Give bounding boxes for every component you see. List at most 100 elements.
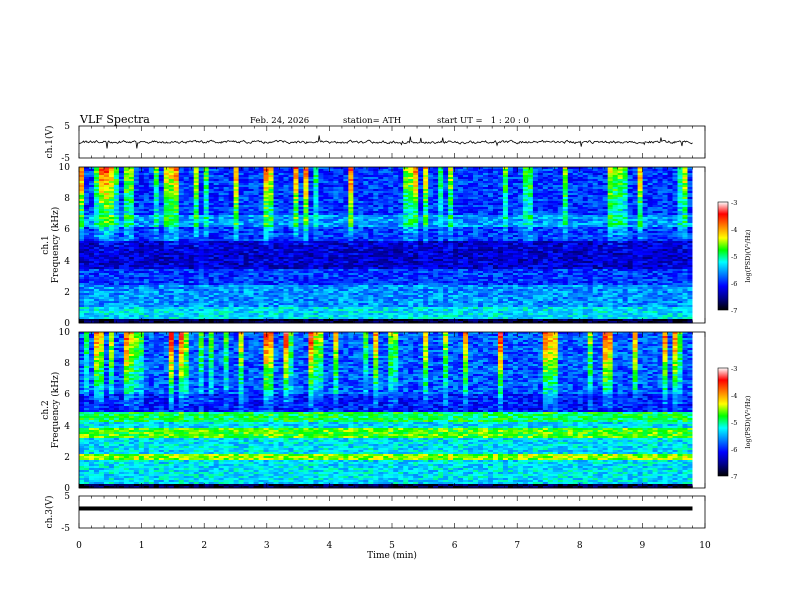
spec1-cell — [358, 203, 364, 206]
spec1-cell — [458, 175, 464, 178]
spec1-cell — [622, 173, 629, 176]
spec1-cell — [213, 191, 220, 194]
spec1-cell — [153, 169, 160, 172]
spec1-cell — [547, 205, 554, 208]
spec1-cell — [228, 203, 235, 206]
spec1-cell — [123, 191, 130, 194]
spec1-cell — [148, 199, 155, 202]
spec1-cell — [582, 181, 589, 184]
spec1-cell — [333, 195, 339, 198]
spec1-cell — [448, 199, 454, 202]
spec1-cell — [517, 185, 524, 188]
spec1-cell — [502, 189, 509, 192]
spec1-cell — [572, 203, 579, 206]
spec1-cell — [258, 199, 264, 202]
spec1-cell — [612, 197, 619, 200]
spec1-cell — [497, 167, 504, 170]
spec1-cell — [577, 201, 584, 204]
spec1-cell — [622, 189, 629, 192]
spec1-cell — [602, 199, 609, 202]
spec1-cell — [128, 191, 135, 194]
spec1-cell — [632, 177, 639, 180]
spec1-cell — [258, 185, 264, 188]
spec1-cell — [438, 203, 444, 206]
spec1-cell — [502, 195, 509, 198]
spec1-cell — [378, 203, 384, 206]
spec1-cell — [522, 193, 529, 196]
spec1-cell — [358, 167, 364, 170]
spec1-cell — [163, 203, 170, 206]
spec1-cell — [83, 181, 90, 184]
spec1-cell — [318, 179, 324, 182]
spec1-cell — [113, 201, 120, 204]
spec1-cell — [453, 173, 459, 176]
spec1-cell — [223, 167, 230, 170]
spec1-cell — [373, 189, 379, 192]
spec1-cell — [403, 187, 409, 190]
spec1-cell — [173, 199, 180, 202]
spec1-cell — [288, 205, 294, 208]
spec1-cell — [418, 177, 424, 180]
spec1-cell — [388, 185, 394, 188]
spec1-cell — [313, 199, 319, 202]
spec1-cell — [428, 183, 434, 186]
spec1-cell — [273, 205, 279, 208]
spec1-cell — [128, 171, 135, 174]
spec1-cell — [153, 189, 160, 192]
spec1-cell — [612, 169, 619, 172]
spec1-cell — [378, 185, 384, 188]
spec1-cell — [288, 193, 294, 196]
spec1-cell — [463, 179, 469, 182]
spec1-cell — [587, 179, 594, 182]
spec1-cell — [632, 203, 639, 206]
spec1-cell — [408, 195, 414, 198]
spec1-cell — [278, 175, 284, 178]
spec1-cell — [328, 189, 334, 192]
spec1-cell — [647, 195, 653, 198]
spec1-cell — [453, 169, 459, 172]
spec1-cell — [577, 187, 584, 190]
spec1-cell — [443, 187, 449, 190]
spec1-cell — [373, 171, 379, 174]
spec1-cell — [343, 179, 349, 182]
spec1-cell — [128, 185, 135, 188]
spec1-cell — [113, 175, 120, 178]
spec1-cell — [433, 177, 439, 180]
spec1-cell — [118, 175, 125, 178]
spec1-cell — [368, 173, 374, 176]
spec1-cell — [233, 197, 240, 200]
spec1-cell — [258, 173, 264, 176]
spec1-cell — [592, 169, 599, 172]
spec1-cell — [138, 189, 145, 192]
spec1-cell — [248, 203, 254, 206]
spec1-cell — [128, 195, 135, 198]
spec1-cell — [178, 185, 185, 188]
spec1-cell — [413, 185, 419, 188]
spec1-cell — [163, 195, 170, 198]
spec1-cell — [448, 205, 454, 208]
spec1-cell — [617, 197, 624, 200]
spec1-cell — [617, 193, 624, 196]
spec1-cell — [597, 191, 604, 194]
spec1-cell — [248, 193, 254, 196]
spec1-cell — [198, 183, 205, 186]
spec1-cell — [448, 175, 454, 178]
spec1-cell — [383, 185, 389, 188]
spec1-cell — [383, 167, 389, 170]
spec1-cell — [607, 195, 614, 198]
spec1-cell — [652, 167, 658, 170]
spec1-cell — [368, 187, 374, 190]
spec1-cell — [567, 181, 574, 184]
spec1-cell — [388, 191, 394, 194]
spec1-cell — [502, 169, 509, 172]
spec1-cell — [168, 199, 175, 202]
spec1-cell — [188, 195, 195, 198]
spec1-cell — [88, 201, 95, 204]
spec1-cell — [423, 203, 429, 206]
spec1-cell — [328, 181, 334, 184]
spec1-cell — [418, 171, 424, 174]
spec1-cell — [612, 171, 619, 174]
spec1-cell — [492, 167, 499, 170]
spec1-cell — [343, 189, 349, 192]
spec1-cell — [473, 195, 479, 198]
